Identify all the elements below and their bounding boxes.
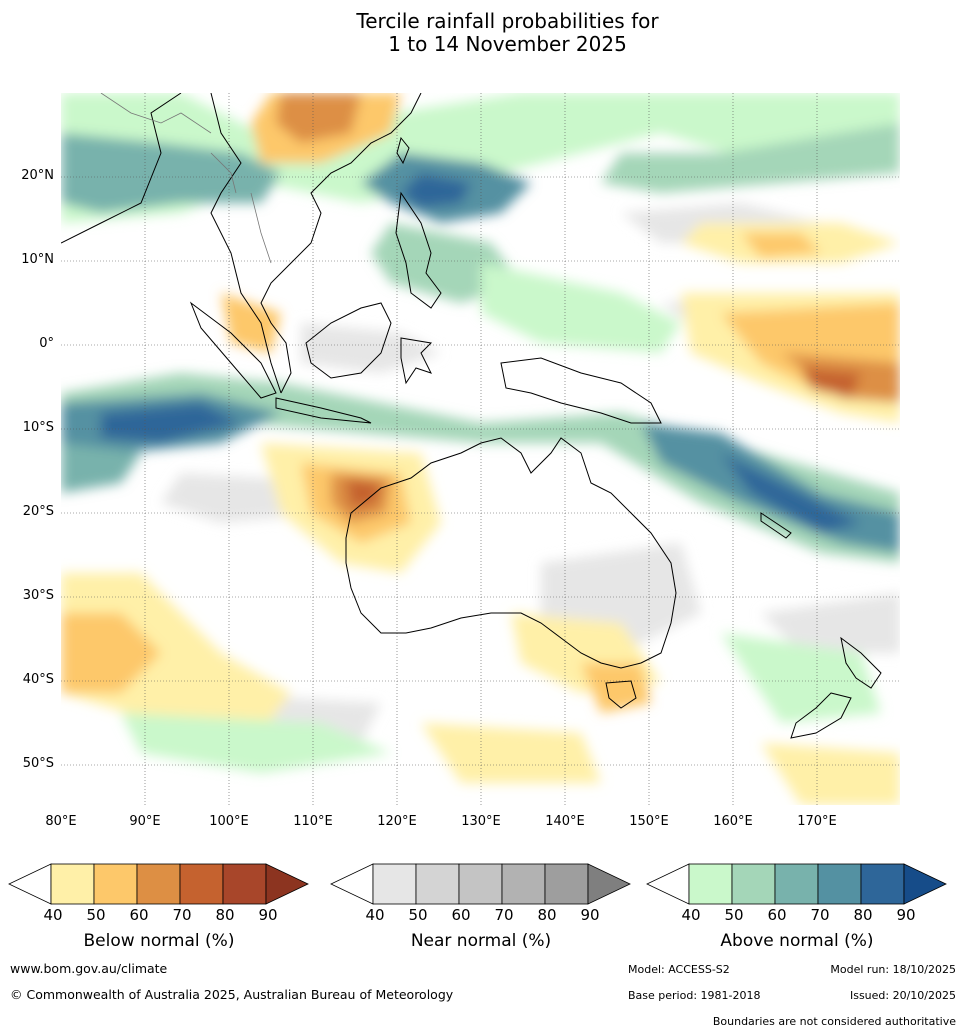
near-normal-colorbar <box>330 863 631 905</box>
colorbar-segment <box>774 863 819 905</box>
lat-label: 0° <box>39 336 54 351</box>
colorbar-extend-low <box>330 863 374 905</box>
rainfall-probability-map[interactable] <box>61 93 900 805</box>
website-link[interactable]: www.bom.gov.au/climate <box>10 961 168 976</box>
tick-label: 60 <box>129 906 149 924</box>
tick-label: 80 <box>537 906 557 924</box>
tick-label: 50 <box>724 906 744 924</box>
tick-label: 50 <box>408 906 428 924</box>
title-line-1: Tercile rainfall probabilities for <box>356 9 659 33</box>
colorbar-segment <box>501 863 546 905</box>
colorbar-segment <box>136 863 181 905</box>
lat-label: 10°N <box>21 252 54 267</box>
colorbar-segment <box>415 863 460 905</box>
lon-label: 90°E <box>129 814 161 829</box>
below-normal-colorbar <box>8 863 309 905</box>
tick-label: 60 <box>767 906 787 924</box>
tick-label: 70 <box>494 906 514 924</box>
map-area: 20°N 10°N 0° 10°S 20°S 30°S 40°S 50°S 80… <box>21 93 900 829</box>
tick-label: 50 <box>86 906 106 924</box>
lat-label: 30°S <box>22 588 54 603</box>
lat-label: 40°S <box>22 672 54 687</box>
lon-label: 160°E <box>713 814 753 829</box>
tick-label: 90 <box>258 906 278 924</box>
colorbar-extend-high <box>903 863 947 905</box>
colorbar-segment <box>93 863 138 905</box>
colorbar-extend-low <box>646 863 690 905</box>
lon-label: 120°E <box>377 814 417 829</box>
title-line-2: 1 to 14 November 2025 <box>388 32 627 56</box>
colorbar-segment <box>817 863 862 905</box>
boundaries-disclaimer: Boundaries are not considered authoritat… <box>712 1015 956 1028</box>
above-normal-label: Above normal (%) <box>720 931 874 951</box>
tick-label: 70 <box>810 906 830 924</box>
lat-label: 10°S <box>22 420 54 435</box>
colorbar-segment <box>731 863 776 905</box>
lat-label: 20°N <box>21 168 54 183</box>
graticule <box>61 93 900 805</box>
tick-label: 80 <box>853 906 873 924</box>
colorbar-segment <box>688 863 733 905</box>
issued-text: Issued: 20/10/2025 <box>849 989 956 1002</box>
tick-label: 70 <box>172 906 192 924</box>
probability-shading <box>61 93 900 805</box>
above-normal-colorbar <box>646 863 947 905</box>
lon-label: 100°E <box>209 814 249 829</box>
country-borders <box>100 93 272 264</box>
base-period-text: Base period: 1981-2018 <box>628 989 761 1002</box>
map-svg <box>61 93 900 805</box>
tick-label: 80 <box>215 906 235 924</box>
near-normal-label: Near normal (%) <box>410 931 552 951</box>
colorbar-segment <box>860 863 905 905</box>
tick-label: 60 <box>451 906 471 924</box>
chart-title: Tercile rainfall probabilities for 1 to … <box>0 10 965 56</box>
model-text: Model: ACCESS-S2 <box>628 963 730 976</box>
colorbar-extend-high <box>587 863 631 905</box>
tick-label: 40 <box>43 906 63 924</box>
lat-label: 50°S <box>22 756 54 771</box>
colorbar-extend-low <box>8 863 52 905</box>
lon-label: 80°E <box>45 814 77 829</box>
tick-label: 90 <box>896 906 916 924</box>
tick-label: 40 <box>365 906 385 924</box>
lon-label: 140°E <box>545 814 585 829</box>
colorbar-segment <box>50 863 95 905</box>
lat-label: 20°S <box>22 504 54 519</box>
lon-label: 170°E <box>797 814 837 829</box>
model-run-text: Model run: 18/10/2025 <box>830 963 956 976</box>
lon-label: 150°E <box>629 814 669 829</box>
coastlines <box>61 93 882 739</box>
colorbar-segment <box>458 863 503 905</box>
lon-label: 110°E <box>293 814 333 829</box>
tick-label: 90 <box>580 906 600 924</box>
colorbar-segment <box>372 863 417 905</box>
colorbar-segment <box>544 863 589 905</box>
copyright-text: © Commonwealth of Australia 2025, Austra… <box>10 987 454 1002</box>
below-normal-label: Below normal (%) <box>83 931 235 951</box>
colorbar-extend-high <box>265 863 309 905</box>
tick-label: 40 <box>681 906 701 924</box>
colorbar-segment <box>179 863 224 905</box>
lon-label: 130°E <box>461 814 501 829</box>
colorbar-segment <box>222 863 267 905</box>
